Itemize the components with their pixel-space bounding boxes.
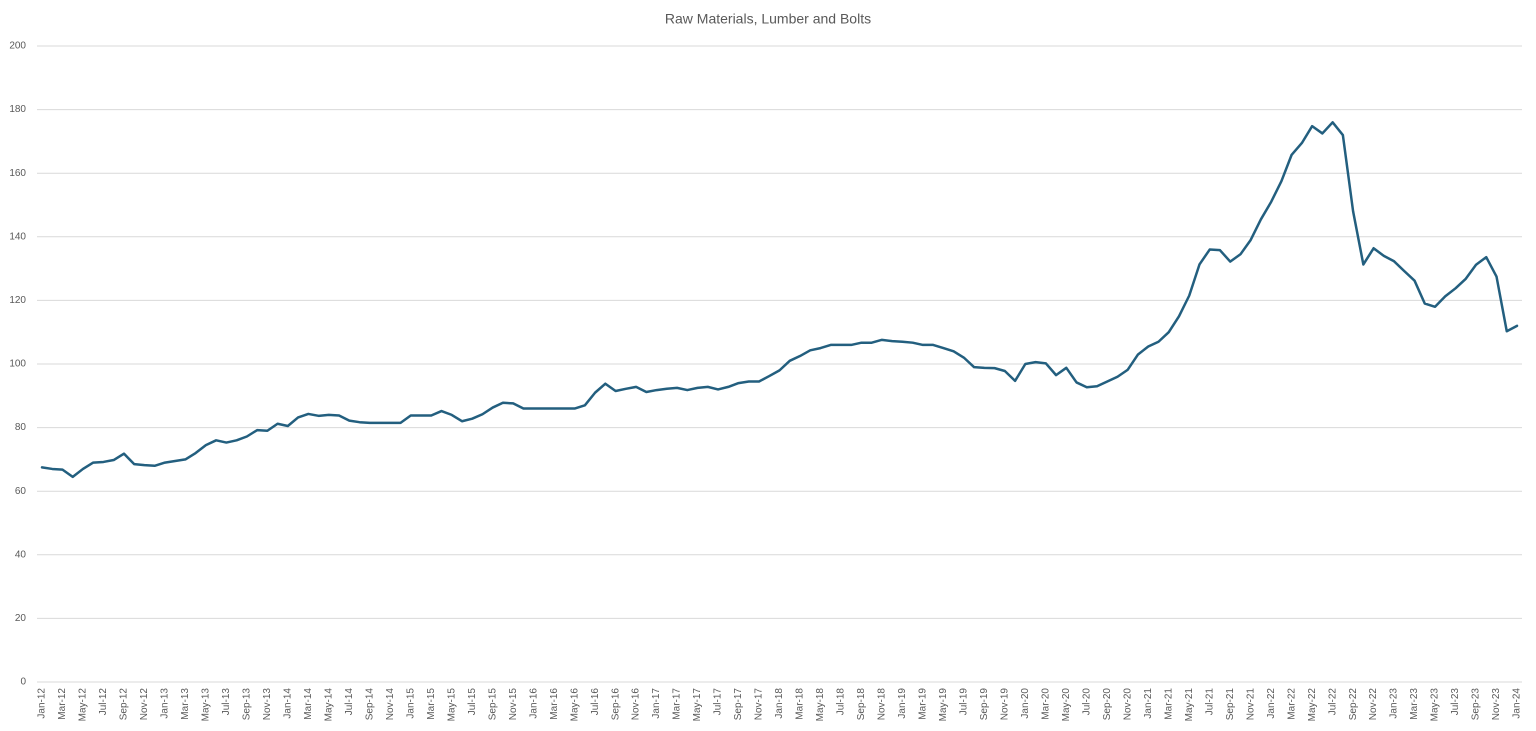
y-tick-label: 60 [15, 486, 27, 497]
x-tick-label: May-15 [446, 688, 457, 722]
x-tick-label: Sep-22 [1348, 688, 1359, 721]
x-tick-label: Mar-18 [795, 688, 806, 720]
x-tick-label: Nov-13 [262, 688, 273, 721]
x-tick-label: Nov-23 [1491, 688, 1502, 721]
x-tick-label: Mar-22 [1286, 688, 1297, 720]
x-tick-label: Jul-18 [836, 688, 847, 716]
x-tick-label: Nov-12 [139, 688, 150, 721]
x-tick-label: Jan-19 [897, 688, 908, 719]
x-tick-label: Mar-17 [672, 688, 683, 720]
x-tick-label: Jan-13 [160, 688, 171, 719]
x-tick-label: Sep-16 [610, 688, 621, 721]
x-tick-label: Mar-21 [1163, 688, 1174, 720]
y-tick-label: 20 [15, 613, 27, 624]
x-tick-label: Sep-14 [364, 688, 375, 721]
y-tick-label: 200 [9, 41, 26, 52]
y-tick-label: 0 [20, 677, 26, 688]
x-tick-label: Jan-24 [1512, 688, 1523, 719]
x-tick-label: Nov-20 [1122, 688, 1133, 721]
x-tick-label: Jul-13 [221, 688, 232, 716]
x-tick-label: Jan-21 [1143, 688, 1154, 719]
x-tick-label: Jan-22 [1266, 688, 1277, 719]
y-tick-label: 140 [9, 231, 26, 242]
x-tick-label: Mar-13 [180, 688, 191, 720]
x-tick-label: Mar-20 [1040, 688, 1051, 720]
x-tick-label: Jan-18 [774, 688, 785, 719]
x-tick-label: May-22 [1307, 688, 1318, 722]
x-tick-label: Mar-19 [918, 688, 929, 720]
y-tick-label: 120 [9, 295, 26, 306]
x-tick-label: Nov-22 [1368, 688, 1379, 721]
y-tick-label: 100 [9, 359, 26, 370]
x-tick-label: Sep-12 [119, 688, 130, 721]
x-tick-label: May-23 [1430, 688, 1441, 722]
x-tick-label: Jan-14 [282, 688, 293, 719]
x-tick-label: Sep-13 [242, 688, 253, 721]
x-tick-label: Sep-23 [1471, 688, 1482, 721]
data-line [40, 121, 1519, 479]
y-tick-label: 160 [9, 168, 26, 179]
x-tick-label: Jul-22 [1327, 688, 1338, 716]
x-tick-label: Sep-20 [1102, 688, 1113, 721]
x-tick-label: Nov-19 [999, 688, 1010, 721]
x-tick-label: Nov-16 [631, 688, 642, 721]
x-tick-label: May-18 [815, 688, 826, 722]
x-tick-label: May-20 [1061, 688, 1072, 722]
x-tick-label: Jul-20 [1081, 688, 1092, 716]
x-tick-label: Jul-15 [467, 688, 478, 716]
x-tick-label: Nov-18 [877, 688, 888, 721]
x-tick-label: Nov-17 [754, 688, 765, 721]
x-tick-label: Jan-16 [528, 688, 539, 719]
y-tick-label: 40 [15, 549, 27, 560]
x-tick-label: Jul-19 [959, 688, 970, 716]
x-tick-label: Jul-21 [1204, 688, 1215, 716]
x-tick-label: Jul-17 [713, 688, 724, 716]
x-tick-label: May-13 [201, 688, 212, 722]
x-tick-label: May-16 [569, 688, 580, 722]
x-tick-label: Jul-12 [98, 688, 109, 716]
x-tick-label: Sep-19 [979, 688, 990, 721]
x-tick-label: Mar-23 [1409, 688, 1420, 720]
x-tick-label: Sep-15 [487, 688, 498, 721]
x-tick-label: May-19 [938, 688, 949, 722]
x-tick-label: Jul-14 [344, 688, 355, 716]
x-tick-label: May-21 [1184, 688, 1195, 722]
x-tick-label: Jan-17 [651, 688, 662, 719]
x-tick-label: Jan-20 [1020, 688, 1031, 719]
x-tick-label: Sep-18 [856, 688, 867, 721]
y-tick-label: 180 [9, 104, 26, 115]
x-tick-label: Jan-23 [1389, 688, 1400, 719]
x-tick-label: Nov-21 [1245, 688, 1256, 721]
x-tick-label: Jul-23 [1450, 688, 1461, 716]
x-tick-label: Sep-21 [1225, 688, 1236, 721]
chart-title: Raw Materials, Lumber and Bolts [665, 11, 871, 27]
x-tick-label: Nov-14 [385, 688, 396, 721]
x-tick-label: Jan-15 [405, 688, 416, 719]
x-tick-label: Mar-16 [549, 688, 560, 720]
x-tick-label: Nov-15 [508, 688, 519, 721]
x-tick-label: Mar-12 [57, 688, 68, 720]
x-tick-label: May-12 [78, 688, 89, 722]
x-tick-label: May-17 [692, 688, 703, 722]
x-tick-label: Mar-14 [303, 688, 314, 720]
x-tick-label: Jan-12 [37, 688, 48, 719]
x-tick-label: Sep-17 [733, 688, 744, 721]
x-tick-label: Mar-15 [426, 688, 437, 720]
x-tick-label: Jul-16 [590, 688, 601, 716]
x-tick-label: May-14 [323, 688, 334, 722]
y-tick-label: 80 [15, 422, 27, 433]
